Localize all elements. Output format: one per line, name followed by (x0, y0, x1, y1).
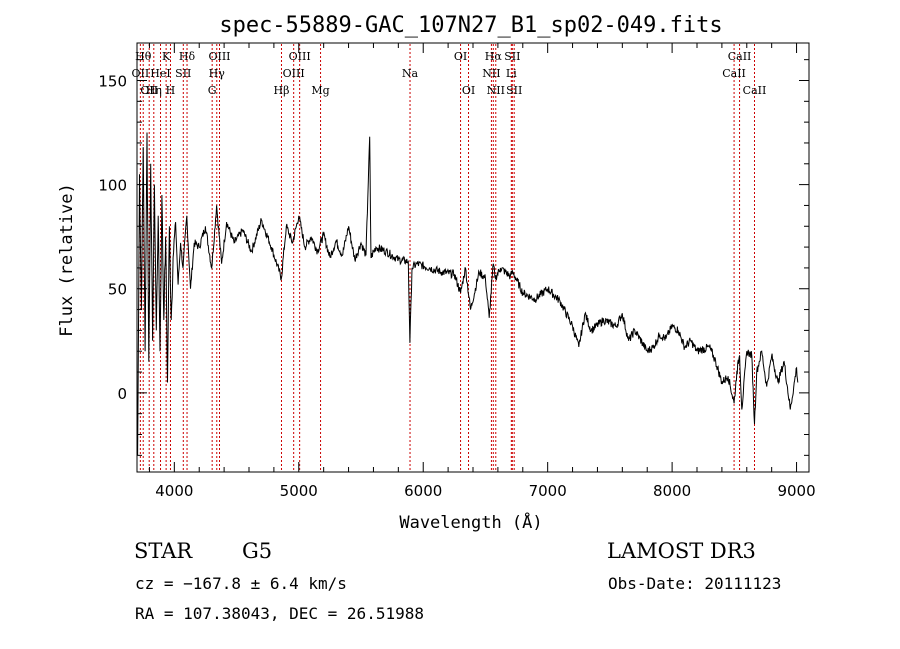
chart-title: spec-55889-GAC_107N27_B1_sp02-049.fits (219, 13, 722, 38)
line-label-19: NII (482, 67, 500, 80)
line-label-10: Hγ (209, 67, 226, 80)
x-tick-label-0: 4000 (155, 482, 193, 500)
obs-date: Obs-Date: 20111123 (608, 574, 782, 593)
y-tick-label-1: 50 (108, 281, 127, 299)
line-label-16: Na (402, 67, 419, 80)
line-label-6: H (166, 84, 176, 97)
line-label-5: K (162, 50, 171, 63)
line-label-12: Hβ (274, 84, 290, 97)
line-label-11: OIII (208, 50, 230, 63)
survey-name: LAMOST DR3 (607, 539, 756, 563)
spectral-line-labels: OIIHθOIIHηHeIKHSIIHδGHγOIIIHβOIIIOIIIMgN… (132, 50, 767, 97)
line-label-8: Hδ (179, 50, 196, 63)
x-tick-label-4: 8000 (653, 482, 691, 500)
spectrum-series-line (137, 132, 799, 456)
line-label-13: OIII (283, 67, 305, 80)
y-tick-label-0: 0 (117, 385, 127, 403)
line-label-17: OI (454, 50, 467, 63)
y-tick-label-3: 150 (98, 72, 127, 90)
line-label-1: Hθ (135, 50, 152, 63)
spectral-line-markers (139, 44, 755, 471)
line-label-14: OIII (289, 50, 311, 63)
line-label-0: OII (132, 67, 150, 80)
x-tick-label-3: 7000 (529, 482, 567, 500)
plot-frame (136, 42, 810, 473)
x-tick-label-5: 9000 (777, 482, 815, 500)
line-label-4: HeI (150, 67, 170, 80)
line-label-20: Hα (485, 50, 503, 63)
line-label-2: OII (140, 84, 158, 97)
line-label-9: G (208, 84, 217, 97)
line-label-25: CaII (722, 67, 746, 80)
line-label-24: SII (506, 84, 522, 97)
line-label-23: SII (504, 50, 520, 63)
line-label-22: Li (506, 67, 517, 80)
x-tick-label-2: 6000 (404, 482, 442, 500)
x-tick-label-1: 5000 (280, 482, 318, 500)
line-label-27: CaII (743, 84, 767, 97)
y-axis-label: Flux (relative) (57, 183, 77, 337)
line-label-26: CaII (728, 50, 752, 63)
line-label-18: OI (462, 84, 475, 97)
line-label-21: NII (487, 84, 505, 97)
line-label-7: SII (175, 67, 191, 80)
object-subclass: G5 (242, 539, 273, 563)
line-label-15: Mg (311, 84, 329, 97)
coordinates: RA = 107.38043, DEC = 26.51988 (135, 604, 424, 623)
axes: 4000 5000 6000 7000 8000 9000 0 50 100 150 (98, 43, 816, 500)
line-label-3: Hη (146, 84, 162, 97)
object-class: STAR (134, 539, 193, 563)
y-tick-label-2: 100 (98, 177, 127, 195)
redshift-cz: cz = −167.8 ± 6.4 km/s (135, 574, 347, 593)
x-axis-label: Wavelength (Å) (399, 511, 542, 533)
